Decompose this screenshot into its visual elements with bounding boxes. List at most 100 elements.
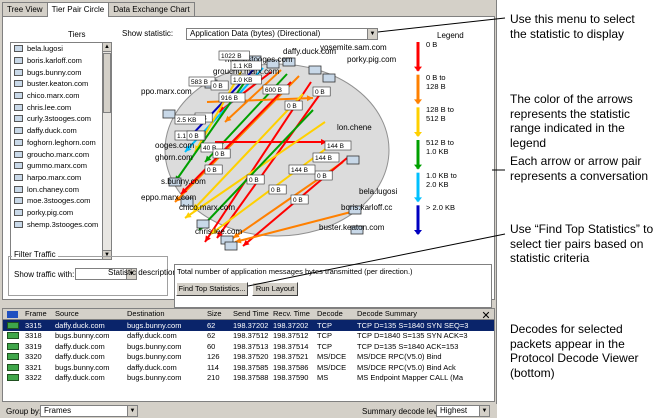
edge-value-label: 1.0 KB [230, 74, 262, 85]
show-traffic-select[interactable]: ▼ [75, 268, 137, 280]
filter-traffic-group [8, 256, 168, 296]
tier-list-item[interactable]: gummo.marx.com [11, 160, 111, 172]
tier-list-item[interactable]: moe.3stooges.com [11, 195, 111, 207]
node-label[interactable]: groucho.marx.com [213, 67, 280, 76]
decode-table-row[interactable]: 3320 daffy.duck.com bugs.bunny.com 126 198.3… [3, 352, 494, 363]
col-size[interactable]: Size [207, 309, 222, 318]
node-label[interactable]: chico.marx.com [179, 203, 235, 212]
computer-icon[interactable] [266, 59, 280, 69]
col-source[interactable]: Source [55, 309, 79, 318]
find-top-statistics-button[interactable]: Find Top Statistics... [176, 282, 248, 296]
tier-list-item[interactable]: groucho.marx.com [11, 148, 111, 160]
computer-icon [14, 127, 23, 135]
tab-data-exchange-chart[interactable]: Data Exchange Chart [108, 2, 195, 16]
tier-list-item[interactable]: daffy.duck.com [11, 125, 111, 137]
show-statistic-label: Show statistic: [122, 29, 174, 38]
packet-icon [7, 353, 19, 361]
edge-value-label: 40 B [200, 142, 223, 153]
computer-icon[interactable] [180, 197, 194, 207]
cell-recv: 198.37514 [273, 341, 309, 351]
cell-recv: 198.37590 [273, 373, 309, 383]
conversation-arrow[interactable] [192, 93, 304, 211]
scroll-down-arrow-icon[interactable]: ▼ [103, 250, 111, 259]
computer-icon[interactable] [168, 177, 182, 187]
tab-tier-pair-circle[interactable]: Tier Pair Circle [46, 2, 110, 17]
edge-value-label: 144 B [312, 152, 340, 163]
node-label[interactable]: bela.lugosi [359, 187, 397, 196]
col-recv-time[interactable]: Recv. Time [273, 309, 310, 318]
computer-icon[interactable] [346, 155, 360, 165]
computer-icon[interactable] [282, 57, 296, 67]
tier-list-item[interactable]: chico.marx.com [11, 90, 111, 102]
scroll-thumb[interactable] [103, 53, 111, 113]
node-label[interactable]: chris.lee.com [195, 227, 242, 236]
tier-list-item[interactable]: boris.karloff.com [11, 55, 111, 67]
run-layout-button[interactable]: Run Layout [252, 282, 298, 296]
decode-table-row[interactable]: 3319 daffy.duck.com bugs.bunny.com 60 198.37… [3, 341, 494, 352]
computer-icon[interactable] [322, 73, 336, 83]
tier-list-item[interactable]: chris.lee.com [11, 101, 111, 113]
node-label[interactable]: s.bunny.com [161, 177, 206, 186]
node-label[interactable]: boris.karloff.cc [341, 203, 392, 212]
tier-list-item[interactable]: harpo.marx.com [11, 172, 111, 184]
scroll-up-arrow-icon[interactable]: ▲ [103, 43, 111, 52]
col-decode[interactable]: Decode [317, 309, 343, 318]
conversation-arrow[interactable] [198, 109, 314, 231]
conversation-arrow[interactable] [180, 81, 292, 195]
computer-icon [14, 197, 23, 205]
computer-icon[interactable] [162, 109, 176, 119]
decode-table-row[interactable]: 3315 daffy.duck.com bugs.bunny.com 62 198.37… [3, 320, 494, 331]
node-label[interactable]: ooges.com [155, 141, 194, 150]
node-label[interactable]: lon.chene [337, 123, 372, 132]
node-label[interactable]: daffy.duck.com [283, 47, 336, 56]
node-label[interactable]: ppo.marx.com [141, 87, 192, 96]
node-label[interactable]: porky.pig.com [347, 55, 397, 64]
computer-icon [14, 80, 23, 88]
computer-icon[interactable] [308, 65, 322, 75]
conversation-arrow[interactable] [174, 75, 300, 203]
node-label[interactable]: eppo.marx.com [141, 193, 196, 202]
svg-text:0 B: 0 B [213, 83, 223, 90]
tiers-scrollbar[interactable]: ▲ ▼ [102, 42, 112, 260]
tier-list-item[interactable]: porky.pig.com [11, 207, 111, 219]
col-send-time[interactable]: Send Time [233, 309, 269, 318]
tier-list-item[interactable]: curly.3stooges.com [11, 113, 111, 125]
node-label[interactable]: moe.3stooges.com [225, 55, 293, 64]
decode-table-row[interactable]: 3321 bugs.bunny.com daffy.duck.com 114 198.3… [3, 362, 494, 373]
group-by-label: Group by: [6, 407, 42, 416]
tier-list-item[interactable]: bugs.bunny.com [11, 66, 111, 78]
col-destination[interactable]: Destination [127, 309, 165, 318]
computer-icon[interactable] [348, 205, 362, 215]
computer-icon[interactable] [196, 219, 210, 229]
cell-src: daffy.duck.com [55, 320, 105, 330]
node-label[interactable]: buster.keaton.com [319, 223, 385, 232]
tier-list-item[interactable]: lon.chaney.com [11, 183, 111, 195]
cell-frame: 3319 [25, 341, 42, 351]
tier-list-item[interactable]: buster.keaton.com [11, 78, 111, 90]
node-label[interactable]: ghorn.com [155, 153, 193, 162]
tab-tree-view[interactable]: Tree View [2, 2, 48, 16]
col-frame[interactable]: Frame [25, 309, 47, 318]
cell-frame: 3315 [25, 320, 42, 330]
decode-table-row[interactable]: 3322 daffy.duck.com bugs.bunny.com 210 198.3… [3, 373, 494, 384]
node-label[interactable]: yosemite.sam.com [320, 43, 387, 52]
svg-text:0 B: 0 B [287, 103, 297, 110]
summary-decode-level-select[interactable]: Highest ▼ [436, 405, 490, 417]
tier-list-item[interactable]: foghorn.leghorn.com [11, 137, 111, 149]
computer-icon[interactable] [224, 241, 238, 251]
computer-icon [14, 45, 23, 53]
conversation-arrow[interactable] [224, 69, 282, 123]
svg-text:2.5 KB: 2.5 KB [177, 117, 197, 124]
col-decode-summary[interactable]: Decode Summary [357, 309, 418, 318]
statistic-select[interactable]: Application Data (bytes) (Directional) ▼ [186, 28, 378, 40]
svg-text:1022 B: 1022 B [221, 53, 242, 60]
tier-list-item[interactable]: bela.lugosi [11, 43, 111, 55]
conversation-arrow[interactable] [216, 89, 324, 239]
tier-label: bugs.bunny.com [27, 67, 82, 77]
arrowhead-icon [217, 231, 223, 238]
filter-traffic-title: Filter Traffic [12, 250, 58, 259]
decode-table-row[interactable]: 3318 bugs.bunny.com daffy.duck.com 62 198.37… [3, 331, 494, 342]
tier-list-item[interactable]: shemp.3stooges.com [11, 218, 111, 230]
close-icon[interactable]: ✕ [481, 310, 491, 322]
group-by-select[interactable]: Frames ▼ [40, 405, 138, 417]
